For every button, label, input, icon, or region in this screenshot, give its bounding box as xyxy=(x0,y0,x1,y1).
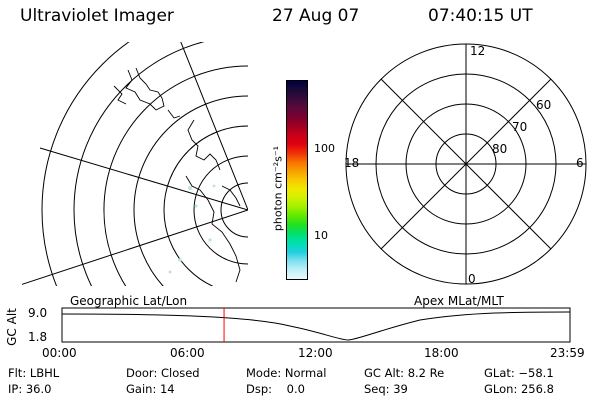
time-label: 07:40:15 UT xyxy=(428,6,533,26)
status-gain: Gain: 14 xyxy=(126,382,175,396)
status-ip: IP: 36.0 xyxy=(8,382,51,396)
colorbar-tick-100: 100 xyxy=(314,142,335,155)
lat-label-60: 60 xyxy=(536,98,552,112)
timeline-y-tick-top: 9.0 xyxy=(28,306,48,320)
timeline-x-tick-2: 12:00 xyxy=(298,346,333,360)
mlt-label-18: 18 xyxy=(344,156,360,170)
lat-label-80: 80 xyxy=(492,142,508,156)
status-dsp: Dsp: 0.0 xyxy=(246,382,305,396)
status-glat-key: GLat: xyxy=(484,366,515,380)
latitude-grid xyxy=(41,42,248,286)
timeline-x-tick-1: 06:00 xyxy=(170,346,205,360)
status-glon: GLon: 256.8 xyxy=(484,382,554,396)
instrument-title: Ultraviolet Imager xyxy=(20,6,174,26)
apex-label: Apex MLat/MLT xyxy=(414,294,504,308)
status-glon-key: GLon: xyxy=(484,382,518,396)
altitude-trace xyxy=(61,311,571,341)
status-glat-val: −58.1 xyxy=(518,366,554,380)
status-dsp-key: Dsp: xyxy=(246,382,273,396)
status-glon-val: 256.8 xyxy=(520,382,554,396)
status-flt: Flt: LBHL xyxy=(8,366,59,380)
status-gcalt-key: GC Alt: xyxy=(364,366,405,380)
emission-specks xyxy=(168,184,216,274)
status-gcalt: GC Alt: 8.2 Re xyxy=(364,366,444,380)
timeline-y-tick-bottom: 1.8 xyxy=(28,330,48,344)
status-mode: Mode: Normal xyxy=(246,366,326,380)
status-door-val: Closed xyxy=(160,366,200,380)
status-flt-key: Flt: xyxy=(8,366,27,380)
date-label: 27 Aug 07 xyxy=(272,6,360,26)
colorbar-gradient xyxy=(287,81,307,279)
status-door: Door: Closed xyxy=(126,366,200,380)
status-ip-val: 36.0 xyxy=(25,382,52,396)
coastline xyxy=(113,67,241,283)
status-door-key: Door: xyxy=(126,366,158,380)
status-mode-key: Mode: xyxy=(246,366,282,380)
status-seq-key: Seq: xyxy=(364,382,390,396)
status-ip-key: IP: xyxy=(8,382,23,396)
status-mode-val: Normal xyxy=(284,366,327,380)
status-glat: GLat: −58.1 xyxy=(484,366,554,380)
timeline-x-tick-3: 18:00 xyxy=(424,346,459,360)
status-flt-val: LBHL xyxy=(29,366,60,380)
colorbar xyxy=(286,80,308,280)
status-gain-val: 14 xyxy=(159,382,175,396)
longitude-grid xyxy=(22,42,248,285)
mlt-label-6: 6 xyxy=(576,156,584,170)
timeline-x-tick-0: 00:00 xyxy=(42,346,77,360)
mlt-label-0: 0 xyxy=(468,272,476,286)
mlt-label-12: 12 xyxy=(470,44,486,58)
geographic-label: Geographic Lat/Lon xyxy=(70,294,188,308)
status-gcalt-val: 8.2 Re xyxy=(407,366,445,380)
status-seq: Seq: 39 xyxy=(364,382,408,396)
status-dsp-val: 0.0 xyxy=(286,382,305,396)
status-gain-key: Gain: xyxy=(126,382,157,396)
colorbar-tick-10: 10 xyxy=(314,229,328,242)
timeline-x-tick-4: 23:59 xyxy=(550,346,585,360)
status-seq-val: 39 xyxy=(393,382,408,396)
lat-label-70: 70 xyxy=(512,120,528,134)
